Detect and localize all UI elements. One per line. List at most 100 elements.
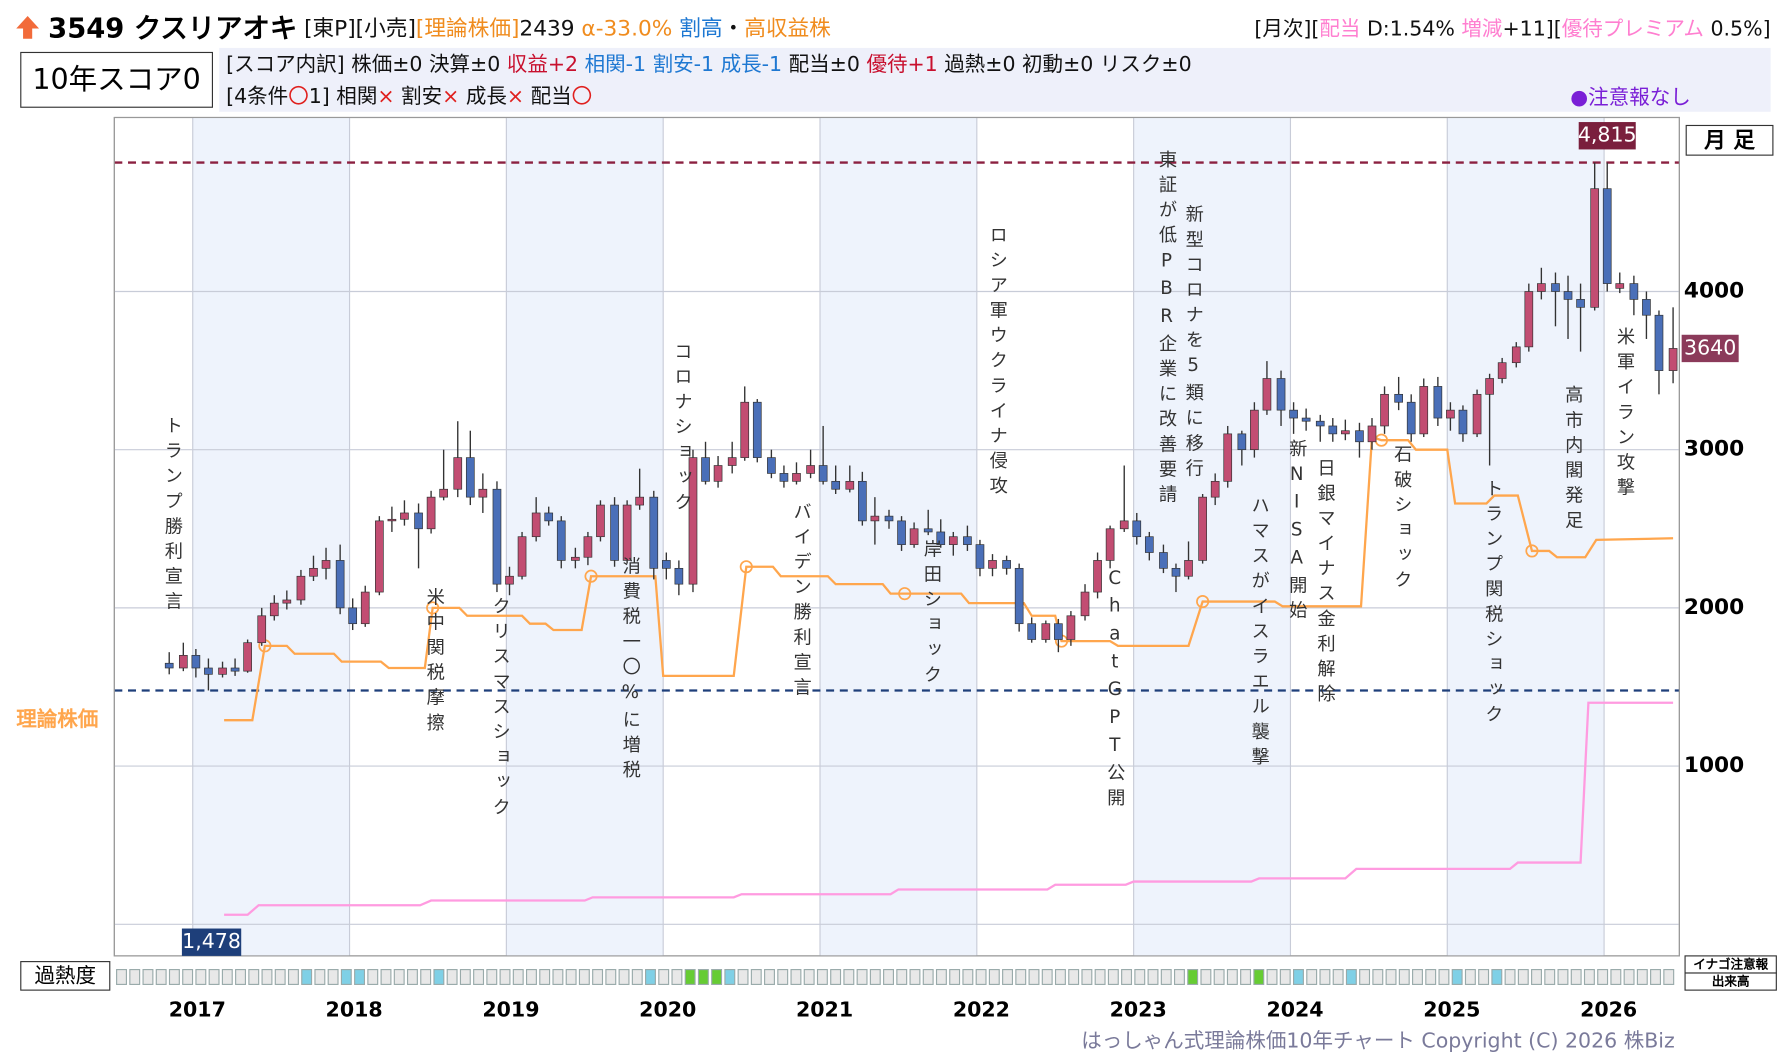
candle-body	[923, 528, 933, 533]
candle-body	[975, 544, 985, 569]
candle-body	[309, 567, 318, 577]
annotation: バイデン勝利宣言	[791, 502, 812, 703]
candle-body	[1472, 393, 1482, 435]
heat-cell	[1187, 969, 1199, 985]
candle-body	[400, 512, 409, 520]
candle-body	[1602, 188, 1612, 284]
heat-cell	[1610, 969, 1622, 985]
header-segment: [スコア内訳] 株価±0 決算±0	[226, 52, 507, 76]
annotation: トランプ勝利宣言	[162, 416, 183, 617]
heat-cell	[658, 969, 670, 985]
heat-cell	[539, 969, 551, 985]
candle-body	[556, 520, 566, 561]
candle-body	[870, 515, 880, 522]
series-label: 理論株価	[16, 707, 98, 731]
candle-body	[204, 667, 213, 675]
heat-cell	[1147, 969, 1159, 985]
candle-body	[1433, 386, 1443, 419]
header-segment: ・	[723, 17, 745, 42]
candle-body	[1355, 430, 1364, 443]
heat-cell	[724, 969, 736, 985]
candle-body	[439, 488, 448, 498]
heat-cell	[1504, 969, 1516, 985]
header-segment: 優待+1	[866, 52, 937, 76]
heat-cell	[1068, 969, 1080, 985]
heat-cell	[1570, 969, 1582, 985]
header-segment: 0.5%]	[1704, 17, 1771, 41]
header-segment: [理論株価]	[416, 17, 520, 42]
candle-body	[1458, 409, 1468, 435]
header-segment: 成長	[459, 84, 507, 108]
candle-body	[884, 515, 894, 522]
heat-cell	[750, 969, 762, 985]
heat-cell	[1663, 969, 1675, 985]
heat-cell	[314, 969, 326, 985]
candle-body	[1551, 283, 1560, 292]
candle-body	[1615, 283, 1625, 289]
heat-cell	[1015, 969, 1027, 985]
candle-body	[1406, 401, 1416, 435]
candle-body	[1524, 291, 1534, 348]
last-label: 3640	[1684, 335, 1736, 359]
heat-cell	[261, 969, 273, 985]
candle-body	[1132, 520, 1142, 538]
x-tick-label: 2024	[1266, 998, 1323, 1022]
heat-cell	[420, 969, 432, 985]
low-label: 1,478	[182, 929, 241, 953]
heat-cell	[631, 969, 643, 985]
x-tick-label: 2026	[1580, 998, 1637, 1022]
heat-cell	[1266, 969, 1278, 985]
heat-cell	[565, 969, 577, 985]
candle-body	[1237, 433, 1247, 451]
overheat-label: 過熱度	[34, 963, 96, 987]
heat-cell	[1398, 969, 1410, 985]
inago: イナゴ注意報	[1693, 957, 1768, 972]
candle-body	[218, 667, 227, 675]
header-segment: 2439	[519, 17, 581, 42]
annotation: 新型コロナを5類に移行	[1183, 205, 1204, 484]
candle-body	[792, 473, 801, 482]
candle-body	[1537, 283, 1546, 292]
jump-marker	[426, 601, 440, 615]
candle-body	[988, 560, 997, 569]
header-segment: 高収益株	[744, 17, 831, 42]
score-band	[219, 47, 1771, 112]
candle-body	[845, 480, 855, 490]
jump-marker	[898, 587, 912, 601]
heat-cell	[129, 969, 141, 985]
heat-cell	[618, 969, 630, 985]
header-segment: 1] 相関	[309, 84, 378, 108]
x-tick-label: 2025	[1423, 998, 1480, 1022]
candle-body	[517, 536, 527, 577]
heat-cell	[1240, 969, 1252, 985]
candle-body	[649, 496, 659, 569]
candle-body	[909, 528, 919, 545]
high-label: 4,815	[1578, 123, 1637, 147]
annotation: 米軍イラン攻撃	[1614, 327, 1635, 503]
heat-cell	[1650, 969, 1662, 985]
heat-cell	[949, 969, 961, 985]
candle-body	[1080, 591, 1090, 617]
heat-cell	[1583, 969, 1595, 985]
score: 10年スコア0	[32, 63, 200, 96]
header-segment: ×	[442, 84, 459, 108]
heat-cell	[433, 969, 445, 985]
heat-cell	[1173, 969, 1185, 985]
header-segment: 割高	[679, 17, 722, 42]
jump-marker	[1196, 594, 1210, 609]
heat-cell	[1319, 969, 1331, 985]
heat-cell	[327, 969, 339, 985]
candle-body	[1276, 378, 1286, 411]
heat-cell	[1464, 969, 1476, 985]
header-segment: D:1.54%	[1360, 17, 1461, 41]
heat-cell	[248, 969, 260, 985]
heat-cell	[697, 969, 709, 985]
candle-body	[1210, 480, 1220, 498]
heat-cell	[367, 969, 379, 985]
annotation: 高市内閣発足	[1562, 385, 1583, 536]
heat-cell	[737, 969, 749, 985]
heat-cell	[671, 969, 683, 985]
conditions: [4条件〇1] 相関× 割安× 成長× 配当〇	[226, 84, 592, 108]
